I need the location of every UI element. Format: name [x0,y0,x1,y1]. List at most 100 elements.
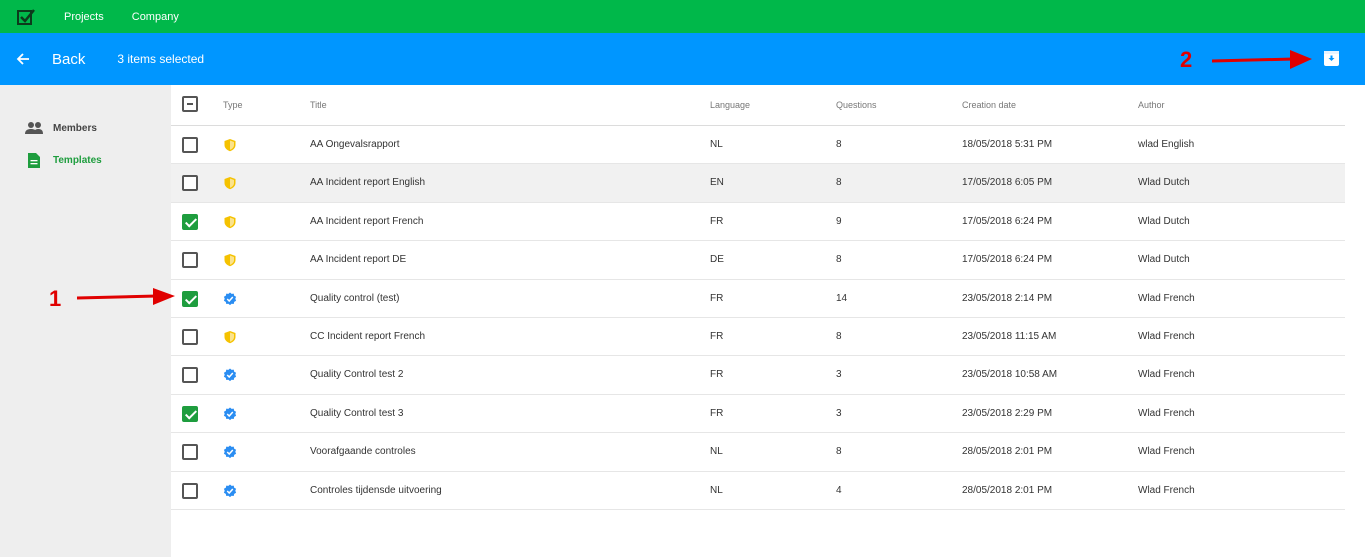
red-arrow-icon [1212,50,1312,69]
top-nav: Projects Company [64,11,207,23]
column-header-author[interactable]: Author [1138,100,1165,110]
cell-creation-date: 23/05/2018 2:29 PM [962,407,1053,419]
cell-author: Wlad French [1138,446,1195,458]
table-row[interactable]: Voorafgaande controles NL 8 28/05/2018 2:01… [171,433,1345,472]
cell-language: FR [710,330,724,342]
cell-language: NL [710,446,723,458]
cell-creation-date: 18/05/2018 5:31 PM [962,139,1053,150]
arrow-left-icon[interactable] [15,51,31,67]
cell-questions: 4 [836,484,842,496]
archive-icon[interactable] [1323,50,1340,67]
table-row[interactable]: AA Ongevalsrapport NL 8 18/05/2018 5:31 PM w… [171,126,1345,165]
cell-creation-date: 17/05/2018 6:24 PM [962,254,1053,266]
row-checkbox[interactable] [182,482,198,499]
row-checkbox[interactable] [182,444,198,461]
row-checkbox[interactable] [182,405,198,422]
cell-title: AA Incident report DE [310,254,407,266]
nav-projects[interactable]: Projects [64,10,104,23]
table-row[interactable]: Quality control (test) FR 14 23/05/2018 2:1… [171,280,1345,318]
column-header-title[interactable]: Title [310,100,327,110]
cell-language: FR [710,369,724,381]
cell-title: CC Incident report French [310,330,426,342]
shield-icon [223,330,237,344]
cell-title: Quality Control test 2 [310,369,404,381]
table-row[interactable]: AA Incident report DE DE 8 17/05/2018 6:24 … [171,241,1345,280]
verified-badge-icon [223,484,237,498]
cell-title: AA Ongevalsrapport [310,139,400,150]
cell-questions: 8 [836,139,842,150]
sidebar: Members Templates [0,85,171,557]
cell-creation-date: 23/05/2018 2:14 PM [962,292,1053,304]
cell-language: NL [710,484,723,496]
row-checkbox[interactable] [182,252,198,269]
column-header-type[interactable]: Type [223,100,243,110]
selected-count: 3 items selected [117,52,205,66]
cell-creation-date: 23/05/2018 10:58 AM [962,369,1058,381]
shield-icon [223,176,237,190]
table-row[interactable]: AA Incident report French FR 9 17/05/2018 6… [171,203,1345,242]
nav-company[interactable]: Company [131,10,179,23]
cell-questions: 8 [836,177,842,189]
cell-questions: 8 [836,254,842,266]
cell-language: FR [710,407,724,419]
cell-language: FR [710,215,724,227]
selection-toolbar: Back 3 items selected [0,33,1365,85]
templates-table: Type Title Language Questions Creation d… [171,85,1345,510]
shield-icon [223,215,237,229]
cell-questions: 3 [836,369,842,381]
annotation-number-1: 1 [49,286,62,311]
table-row[interactable]: CC Incident report French FR 8 23/05/2018 1… [171,318,1345,357]
cell-questions: 9 [836,215,842,227]
cell-creation-date: 28/05/2018 2:01 PM [962,446,1053,458]
cell-language: FR [710,292,724,304]
red-arrow-icon [77,288,175,305]
row-checkbox[interactable] [182,290,198,307]
row-checkbox[interactable] [182,328,198,345]
table-row[interactable]: AA Incident report English EN 8 17/05/2018 … [171,164,1345,203]
cell-questions: 14 [836,292,848,304]
row-checkbox[interactable] [182,213,198,230]
back-button[interactable]: Back [52,50,86,68]
select-all-checkbox[interactable] [182,96,198,112]
sidebar-item-templates[interactable]: Templates [24,151,102,169]
table-row[interactable]: Quality Control test 2 FR 3 23/05/2018 10:5… [171,356,1345,395]
cell-author: Wlad Dutch [1138,254,1190,266]
checkbox-logo-icon[interactable] [17,8,35,26]
sidebar-item-label: Templates [53,154,102,166]
top-navigation-bar: Projects Company [0,0,1365,33]
cell-author: Wlad French [1138,484,1195,496]
verified-badge-icon [223,445,237,459]
shield-icon [223,138,237,152]
cell-language: NL [710,139,723,150]
cell-title: Controles tijdensde uitvoering [310,484,442,496]
table-body: AA Ongevalsrapport NL 8 18/05/2018 5:31 PM w… [171,126,1345,510]
cell-author: Wlad Dutch [1138,177,1190,189]
column-header-questions[interactable]: Questions [836,100,877,110]
table-header: Type Title Language Questions Creation d… [171,85,1345,126]
cell-author: Wlad French [1138,407,1195,419]
sidebar-item-label: Members [53,122,97,134]
cell-language: EN [710,177,724,189]
cell-questions: 8 [836,446,842,458]
cell-author: Wlad French [1138,369,1195,381]
cell-author: Wlad Dutch [1138,215,1190,227]
people-icon [24,119,44,137]
row-checkbox[interactable] [182,367,198,384]
cell-title: Voorafgaande controles [310,446,416,458]
cell-creation-date: 23/05/2018 11:15 AM [962,330,1057,342]
cell-creation-date: 28/05/2018 2:01 PM [962,484,1053,496]
row-checkbox[interactable] [182,175,198,192]
verified-badge-icon [223,368,237,382]
annotation-number-2: 2 [1180,47,1193,72]
row-checkbox[interactable] [182,137,198,153]
verified-badge-icon [223,292,237,306]
column-header-creation-date[interactable]: Creation date [962,100,1017,110]
cell-language: DE [710,254,724,266]
table-row[interactable]: Controles tijdensde uitvoering NL 4 28/05/2… [171,472,1345,510]
cell-title: Quality Control test 3 [310,407,404,419]
cell-author: Wlad French [1138,292,1195,304]
sidebar-item-members[interactable]: Members [24,119,97,137]
table-row[interactable]: Quality Control test 3 FR 3 23/05/2018 2:29… [171,395,1345,434]
column-header-language[interactable]: Language [710,100,751,110]
cell-questions: 3 [836,407,842,419]
